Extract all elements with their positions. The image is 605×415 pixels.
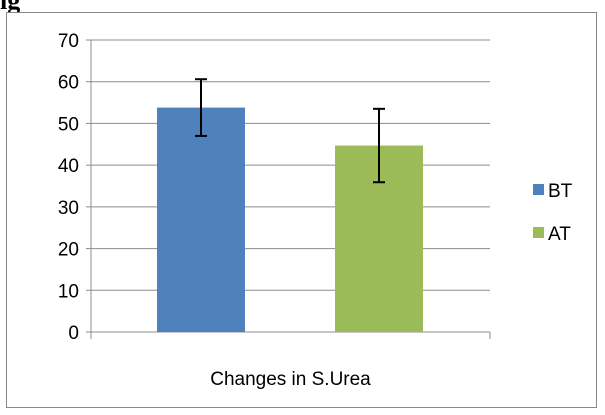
legend-swatch-at (533, 227, 544, 238)
y-tick-label: 0 (68, 323, 79, 344)
y-tick-label: 10 (58, 281, 79, 302)
axes: 0 10 20 30 40 50 60 70 Changes in S.Urea (58, 31, 491, 390)
y-tick-label: 50 (58, 114, 79, 135)
y-tick-label: 60 (58, 73, 79, 94)
y-tick-label: 20 (58, 240, 79, 261)
legend-swatch-bt (533, 184, 544, 195)
y-tick-label: 70 (58, 31, 79, 52)
y-tick-label: 30 (58, 198, 79, 219)
chart-frame (6, 12, 597, 408)
bar-bt (157, 107, 245, 332)
legend-label-at: AT (548, 224, 571, 245)
bars (157, 107, 423, 332)
legend: BT AT (533, 181, 573, 245)
error-bar-bt (195, 78, 207, 137)
x-category-label: Changes in S.Urea (210, 369, 371, 390)
y-tick-label: 40 (58, 156, 79, 177)
error-bar-at (373, 107, 385, 184)
error-bars (195, 78, 385, 184)
gridlines (91, 39, 490, 291)
heading-fragment: ig (0, 0, 21, 15)
legend-label-bt: BT (548, 181, 573, 202)
